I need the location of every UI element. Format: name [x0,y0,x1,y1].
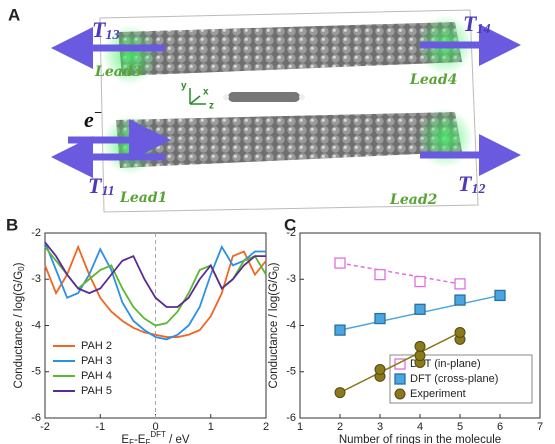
legend-swatch [394,388,406,400]
x-tick-label: 7 [537,421,543,433]
terminal-label: T11 [88,173,115,199]
y-tick-label: -5 [31,366,41,378]
axis-glyph-label: y [181,81,187,92]
line-series [44,244,267,338]
terminal-label: T14 [463,11,490,37]
label-part: -E [134,434,146,444]
panel-a-drawing [51,9,521,213]
lead-label: Lead4 [409,72,457,88]
molecule [223,92,305,102]
terminal-label: T13 [92,17,119,43]
glow [417,108,473,168]
y-tick-label: -3 [286,273,296,285]
label-part: Conductance / log(G/G [268,271,280,389]
label-part: 0 [272,266,281,271]
bottom-sheet [116,112,462,168]
x-tick-label: 5 [457,421,463,433]
point [454,326,466,338]
terminal-label: T12 [458,171,485,197]
x-tick-label: 6 [497,421,503,433]
legend-box [389,354,533,404]
x-tick-label: -1 [95,421,105,433]
x-tick-label: 3 [377,421,383,433]
point [374,312,386,325]
legend-label: DFT (cross-plane) [410,373,498,385]
x-tick-label: 2 [263,421,269,433]
x-axis-label: Number of rings in the molecule [339,434,501,444]
top-sheet [118,22,462,76]
x-tick-label: -2 [40,421,50,433]
legend-label: PAH 5 [81,385,112,397]
label-part: E [121,434,129,444]
y-tick-label: -2 [31,227,41,239]
point [454,278,466,290]
legend-swatch [394,358,406,370]
label-part: / eV [166,434,190,444]
point [374,363,386,375]
point [414,275,426,288]
label-part: ) [13,262,25,266]
legend-label: DFT (in-plane) [410,358,481,370]
electron-label: e− [84,106,102,132]
legend-label: PAH 2 [81,340,112,352]
y-tick-label: -6 [286,412,296,424]
panel-label: B [6,215,18,234]
legend-label: PAH 4 [81,370,112,382]
point [334,387,346,399]
panel-label: A [8,5,20,24]
legend-label: Experiment [410,388,466,400]
glow [102,25,158,85]
x-tick-label: 1 [297,421,303,433]
line-series [44,241,266,308]
y-tick-label: -4 [31,319,41,331]
y-axis-label: Conductance / log(G/G0) [268,262,281,388]
axis-glyph-label: x [203,87,209,98]
point [334,324,346,336]
axes-glyph [189,88,206,105]
point [494,289,506,302]
y-tick-label: -4 [286,319,296,331]
lead-label: Lead2 [389,192,438,208]
line-series [44,241,266,341]
x-axis-label: EF-EFDFT / eV [121,430,189,444]
point [414,303,426,315]
axis-glyph-label: z [209,101,214,112]
point [374,268,386,281]
arrows [51,24,521,178]
lead-label: Lead3 [94,64,143,80]
y-tick-label: -6 [31,412,41,424]
label-part: ) [268,262,280,266]
glow [102,115,158,175]
label-part: Conductance / log(G/G [13,271,25,389]
label-part: F [145,438,150,444]
label-part: Number of rings in the molecule [339,434,501,444]
y-tick-label: -3 [31,273,41,285]
y-tick-label: -5 [286,366,296,378]
x-tick-label: 0 [152,421,158,433]
trend-line [339,331,461,394]
label-part: DFT [150,430,166,439]
legend-label: PAH 3 [81,355,112,367]
point [414,350,426,362]
panel-label: C [284,215,296,234]
label-part: F [129,438,134,444]
point [334,257,346,269]
y-tick-label: -2 [286,227,296,239]
x-tick-label: 1 [208,421,214,433]
y-axis-label: Conductance / log(G/G0) [13,262,26,388]
point [414,340,426,352]
label-part: 0 [17,266,26,271]
point [454,294,466,306]
trend-line [339,262,461,285]
legend-swatch [394,373,406,385]
lead-label: Lead1 [119,190,167,206]
x-tick-label: 4 [417,421,423,433]
x-tick-label: 2 [337,421,343,433]
